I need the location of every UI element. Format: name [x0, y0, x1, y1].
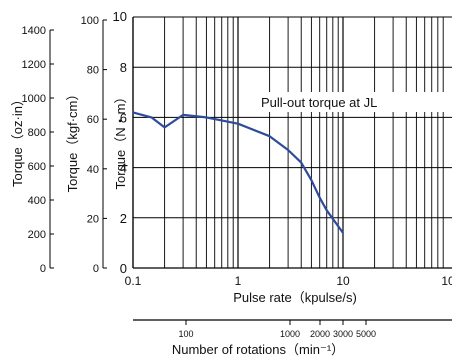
axes — [49, 17, 452, 321]
y-axis-title-nm: Torque（N・m） — [113, 91, 128, 190]
y-tick-label-ozin: 1000 — [22, 93, 46, 105]
y-tick-label-nm: 6 — [120, 110, 127, 125]
x-tick-labels: 0.1 1 10 10 100 1000 2000 3000 5000 — [125, 274, 452, 339]
secondary-x-tick-label: 5000 — [356, 329, 376, 339]
secondary-x-tick-label: 100 — [178, 329, 193, 339]
secondary-x-tick-label: 2000 — [310, 329, 330, 339]
y-tick-label-kgfcm: 40 — [87, 164, 99, 176]
data-point — [205, 116, 208, 119]
y-tick-label-kgfcm: 80 — [87, 65, 99, 77]
y-tick-label-kgfcm: 20 — [87, 213, 99, 225]
data-point — [150, 116, 153, 119]
y-tick-label-kgfcm: 0 — [93, 263, 99, 275]
y-tick-label-ozin: 1200 — [22, 59, 46, 71]
x-tick-label: 0.1 — [125, 274, 142, 288]
data-point — [310, 179, 313, 182]
data-point — [268, 135, 271, 138]
data-point — [182, 113, 184, 116]
y-axis-title-ozin: Torque（oz·in） — [10, 93, 25, 187]
data-point — [300, 161, 303, 164]
legend-background — [253, 92, 451, 112]
data-point — [342, 231, 344, 234]
x-tick-label: 10 — [441, 274, 452, 288]
y-tick-label-ozin: 200 — [28, 229, 46, 241]
y-tick-label-ozin: 600 — [28, 161, 46, 173]
data-point — [132, 111, 134, 114]
y-tick-label-ozin: 800 — [28, 127, 46, 139]
secondary-x-tick-label: 1000 — [280, 329, 300, 339]
y-axis-title-kgfcm: Torque（kgf·cm） — [65, 88, 80, 193]
y-tick-label-ozin: 400 — [28, 195, 46, 207]
y-tick-label-ozin: 1400 — [22, 25, 46, 37]
annotation-label: Pull-out torque at JL — [261, 95, 377, 110]
data-point — [325, 209, 328, 212]
x-tick-label: 1 — [235, 274, 242, 288]
data-point — [163, 126, 166, 129]
secondary-x-tick-label: 3000 — [333, 329, 353, 339]
series-layer — [132, 111, 344, 234]
data-point — [318, 196, 321, 199]
secondary-x-axis-title: Number of rotations（min⁻¹） — [172, 342, 344, 357]
y-tick-label-nm: 8 — [120, 60, 127, 75]
x-axis-title: Pulse rate（kpulse/s) — [233, 290, 357, 305]
y-tick-label-kgfcm: 60 — [87, 114, 99, 126]
data-point — [237, 122, 239, 125]
y-tick-label-ozin: 0 — [40, 263, 46, 275]
y-tick-label-nm: 4 — [120, 161, 127, 176]
y-tick-label-kgfcm: 100 — [81, 15, 99, 27]
y-tick-labels: 1086420100806040200140012001000800600400… — [22, 9, 127, 276]
y-tick-label-nm: 2 — [120, 211, 127, 226]
x-tick-label: 10 — [336, 274, 350, 288]
data-point — [287, 149, 289, 151]
y-tick-label-nm: 0 — [120, 261, 127, 276]
y-tick-label-nm: 10 — [113, 9, 127, 24]
grid — [132, 16, 452, 268]
